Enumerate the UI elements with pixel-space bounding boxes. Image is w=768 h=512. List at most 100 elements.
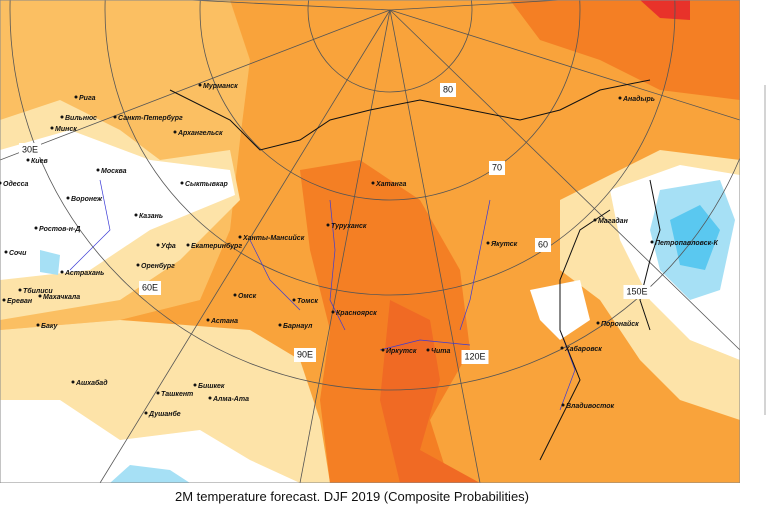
city-dot: [0, 181, 2, 185]
grid-label-box: [293, 348, 317, 362]
city-label: Ашхабад: [75, 379, 108, 387]
city-label: Тбилиси: [23, 287, 53, 295]
city-dot: [38, 294, 42, 298]
grid-label: 120E: [464, 351, 485, 361]
rivers: [69, 179, 576, 411]
city-label: Астрахань: [64, 270, 104, 277]
city-label: Петропавловск-К: [655, 240, 718, 247]
grid-label-box: [488, 161, 506, 175]
grid-label: 90E: [297, 349, 313, 359]
city-label: Омск: [238, 293, 257, 300]
caption: 2M temperature forecast. DJF 2019 (Compo…: [175, 489, 529, 504]
city-dot: [60, 270, 64, 274]
city-label: Чита: [431, 348, 450, 355]
city-label: Ханты-Мансийск: [242, 234, 305, 242]
city-label: Магадан: [598, 217, 629, 225]
city-label: Иркутск: [386, 348, 417, 355]
city-label: Киев: [31, 158, 48, 165]
city-dot: [596, 321, 600, 325]
city-dot: [36, 323, 40, 327]
city-dot: [206, 318, 210, 322]
city-dot: [4, 250, 8, 254]
grid-label-box: [461, 350, 489, 364]
city-dot: [292, 298, 296, 302]
city-dot: [278, 323, 282, 327]
map: [0, 0, 740, 483]
city-label: Ростов-н-Д: [39, 226, 80, 233]
city-label: Анадырь: [622, 95, 655, 103]
city-dot: [50, 126, 54, 130]
city-dot: [198, 83, 202, 87]
grid-label-box: [534, 238, 552, 252]
city-dot: [193, 383, 197, 387]
city-dot: [560, 346, 564, 350]
city-label: Махачкала: [43, 294, 80, 301]
city-label: Астана: [210, 318, 238, 325]
grid-label: 60E: [142, 282, 158, 292]
city-dot: [113, 115, 117, 119]
city-label: Архангельск: [177, 130, 223, 137]
city-dot: [233, 293, 237, 297]
city-dot: [208, 396, 212, 400]
city-label: Екатеринбург: [191, 242, 242, 250]
city-dot: [331, 310, 335, 314]
grid-label: 60: [538, 239, 548, 249]
city-dot: [71, 380, 75, 384]
city-dot: [134, 213, 138, 217]
city-label: Оренбург: [141, 262, 175, 270]
city-label: Барнаул: [283, 323, 313, 330]
coastlines: [169, 79, 661, 461]
city-label: Хатанга: [375, 181, 407, 188]
city-dot: [371, 181, 375, 185]
grid-label-box: [138, 281, 162, 295]
city-dot: [180, 181, 184, 185]
city-dot: [2, 298, 6, 302]
city-dot: [561, 403, 565, 407]
city-dot: [74, 95, 78, 99]
city-label: Воронеж: [71, 196, 103, 203]
grid-label: 30E: [22, 144, 38, 154]
city-dot: [186, 243, 190, 247]
city-dot: [238, 235, 242, 239]
city-dot: [26, 158, 30, 162]
city-label: Вильнюс: [65, 115, 97, 122]
city-dot: [326, 223, 330, 227]
city-label: Красноярск: [336, 310, 377, 317]
city-dot: [60, 115, 64, 119]
labels: 80 70 60 30E 60E 90E 120E 150E Рига Вильнюс Минск С…: [0, 83, 718, 418]
city-label: Поронайск: [601, 320, 639, 328]
grid-label: 70: [492, 162, 502, 172]
city-dot: [156, 243, 160, 247]
city-label: Сочи: [9, 250, 27, 257]
city-label: Душанбе: [148, 410, 181, 418]
city-dot: [381, 348, 385, 352]
city-dot: [66, 196, 70, 200]
grid-label: 150E: [626, 286, 647, 296]
graticule: [0, 0, 740, 483]
city-label: Ереван: [7, 298, 33, 305]
city-label: Минск: [55, 126, 77, 133]
city-label: Мурманск: [203, 83, 238, 90]
city-dot: [618, 96, 622, 100]
city-dot: [426, 348, 430, 352]
city-dot: [18, 288, 22, 292]
city-dot: [486, 241, 490, 245]
city-label: Казань: [139, 213, 163, 220]
city-label: Владивосток: [566, 402, 615, 410]
city-label: Бишкек: [198, 383, 225, 390]
city-label: Москва: [101, 168, 127, 175]
city-label: Одесса: [3, 180, 29, 188]
city-dot: [173, 130, 177, 134]
city-dot: [34, 226, 38, 230]
grid-label: 80: [443, 84, 453, 94]
city-label: Уфа: [161, 243, 176, 250]
city-label: Туруханск: [331, 223, 367, 230]
city-dot: [144, 411, 148, 415]
city-dot: [136, 263, 140, 267]
city-label: Сыктывкар: [185, 181, 229, 188]
grid-label-box: [623, 285, 651, 299]
city-label: Хабаровск: [564, 345, 602, 353]
grid-label-box: [439, 83, 457, 97]
city-label: Баку: [41, 323, 58, 330]
